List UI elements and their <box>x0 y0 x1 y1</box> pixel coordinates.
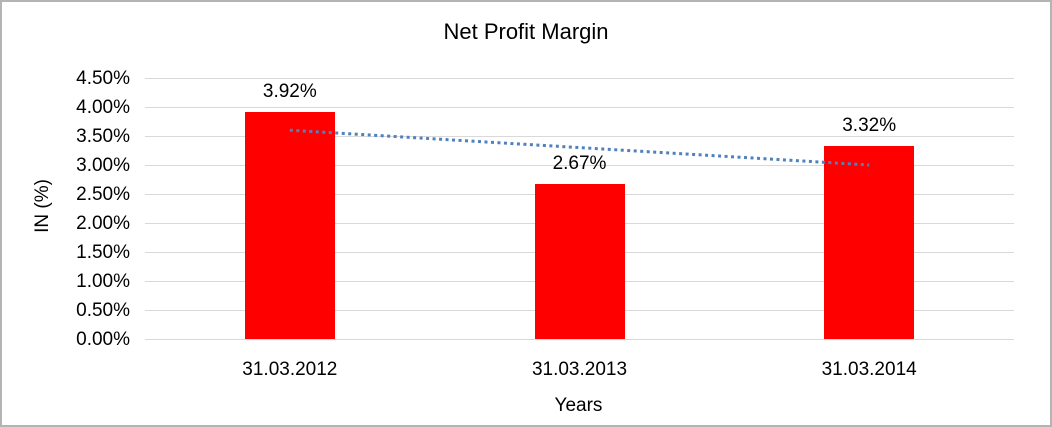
gridline <box>145 338 1014 340</box>
bar-value-label: 3.32% <box>842 115 897 137</box>
bar-value-label: 3.92% <box>262 80 317 102</box>
x-axis-title: Years <box>554 395 603 416</box>
y-axis-tick-label: 3.50% <box>76 125 130 147</box>
gridline <box>145 77 1014 79</box>
y-axis-tick-label: 2.00% <box>76 212 130 234</box>
x-axis-tick-label: 31.03.2014 <box>821 359 917 380</box>
y-axis-tick-label: 3.00% <box>76 154 130 176</box>
y-axis-tick-label: 0.00% <box>76 328 130 350</box>
y-axis-tick-label: 2.50% <box>76 183 130 205</box>
x-axis-tick-label: 31.03.2013 <box>531 359 628 380</box>
x-axis-tick-label: 31.03.2012 <box>242 359 338 380</box>
y-axis-tick-label: 4.50% <box>76 67 130 89</box>
y-axis-tick-label: 1.00% <box>76 270 130 292</box>
gridline <box>145 106 1014 108</box>
bar <box>244 111 335 339</box>
y-axis-tick-label: 0.50% <box>76 299 130 321</box>
chart-title: Net Profit Margin <box>443 19 609 44</box>
y-axis-tick-label: 1.50% <box>76 241 130 263</box>
bar <box>824 146 915 339</box>
bar-value-label: 2.67% <box>552 153 607 175</box>
y-axis-tick-label: 4.00% <box>76 96 130 118</box>
bar <box>534 184 625 339</box>
